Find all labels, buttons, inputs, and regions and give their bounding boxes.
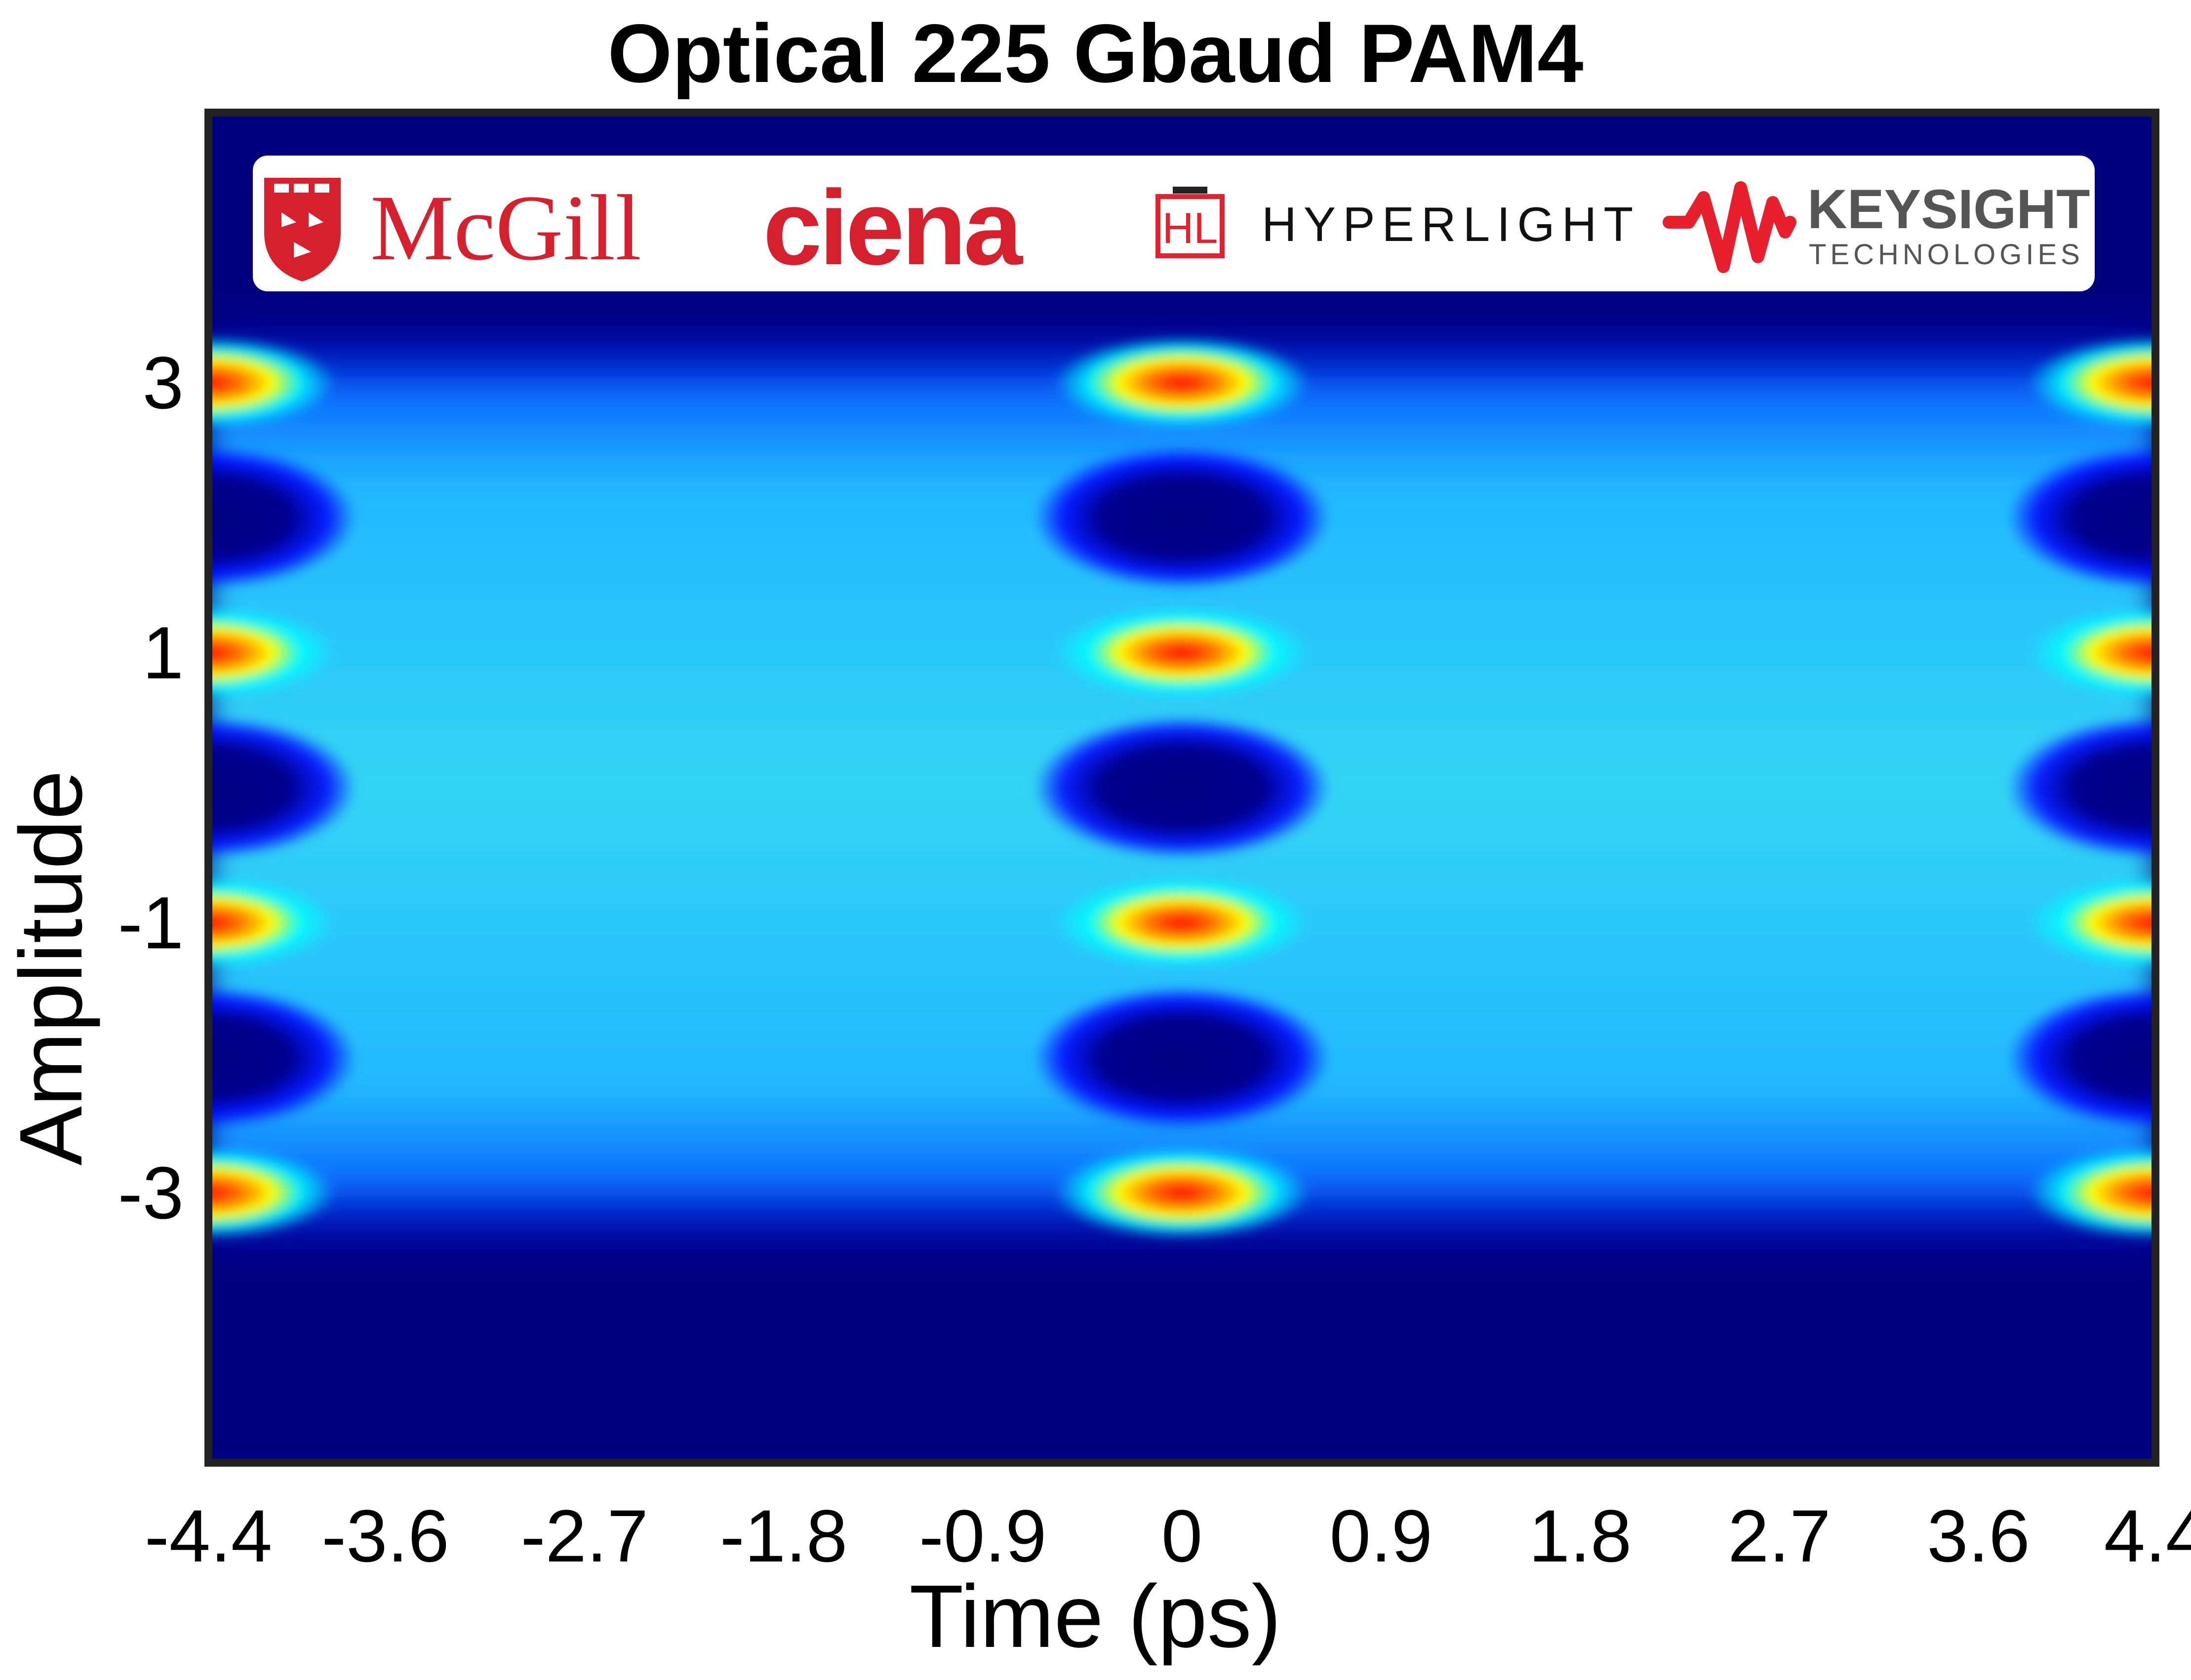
mcgill-logo: McGill: [264, 176, 641, 281]
plot-frame: [204, 109, 2159, 1467]
eye-openings: [208, 446, 2155, 1129]
mcgill-crest-icon: [264, 178, 341, 281]
level-hotspot: [1053, 876, 1311, 970]
level-hotspot: [1053, 335, 1311, 430]
x-tick-label: -2.7: [520, 1494, 648, 1577]
eye-opening: [208, 446, 357, 590]
x-tick-label: 4.4: [2104, 1494, 2191, 1577]
x-tick-label: 0: [1161, 1494, 1202, 1577]
eye-opening: [2007, 716, 2155, 859]
x-tick-label: 2.7: [1728, 1494, 1831, 1577]
keysight-wordmark: KEYSIGHT: [1807, 178, 2090, 240]
eye-opening: [1034, 986, 1330, 1129]
eye-opening: [1034, 446, 1330, 590]
x-tick-label: -0.9: [919, 1494, 1046, 1577]
keysight-subtitle: TECHNOLOGIES: [1809, 239, 2084, 271]
eye-opening: [1034, 716, 1330, 859]
level-hotspot: [208, 876, 337, 970]
level-hotspot: [208, 605, 337, 700]
level-hotspot: [2027, 1146, 2155, 1240]
keysight-logo: KEYSIGHT TECHNOLOGIES: [1663, 178, 2090, 273]
keysight-wave-icon: [1663, 181, 1796, 273]
level-hotspot: [208, 1146, 337, 1240]
x-tick-label: 0.9: [1329, 1494, 1433, 1577]
y-axis-label: Amplitude: [1, 770, 101, 1165]
eye-opening: [2007, 446, 2155, 590]
x-tick-label: 1.8: [1529, 1494, 1632, 1577]
y-tick-label: 1: [143, 611, 184, 694]
y-tick-label: -3: [118, 1151, 184, 1234]
sponsor-logo-banner: McGill ciena HL HYPERLIGHT KEYSIGHT TECH…: [253, 156, 2095, 291]
mcgill-wordmark: McGill: [370, 176, 641, 280]
level-hotspot: [1053, 605, 1311, 700]
y-axis-tick-labels: 3 1 -1 -3: [118, 341, 184, 1234]
svg-text:HL: HL: [1162, 203, 1218, 252]
x-tick-label: -1.8: [720, 1494, 847, 1577]
hyperlight-mark-icon: HL: [1155, 187, 1225, 258]
y-tick-label: 3: [143, 341, 184, 424]
x-axis-tick-labels: -4.4 -3.6 -2.7 -1.8 -0.9 0 0.9 1.8 2.7 3.6 4.4: [145, 1494, 2191, 1577]
level-hotspot: [1053, 1146, 1311, 1240]
level-hotspot: [2027, 605, 2155, 700]
eye-opening: [208, 986, 357, 1129]
x-tick-label: -4.4: [145, 1494, 272, 1577]
level-hotspot: [2027, 335, 2155, 430]
x-axis-label: Time (ps): [909, 1567, 1281, 1666]
plot-area: [208, 113, 2155, 1463]
level-hotspot: [2027, 876, 2155, 970]
y-tick-label: -1: [118, 881, 184, 964]
ciena-logo: ciena: [763, 168, 1023, 287]
x-tick-label: 3.6: [1927, 1494, 2030, 1577]
symbol-level-hotspots: [208, 335, 2155, 1240]
level-hotspot: [208, 335, 337, 430]
eye-opening: [208, 716, 357, 859]
hyperlight-logo: HL HYPERLIGHT: [1155, 187, 1640, 258]
hyperlight-wordmark: HYPERLIGHT: [1262, 197, 1640, 251]
x-tick-label: -3.6: [321, 1494, 449, 1577]
eye-opening: [2007, 986, 2155, 1129]
chart-title: Optical 225 Gbaud PAM4: [607, 7, 1584, 100]
